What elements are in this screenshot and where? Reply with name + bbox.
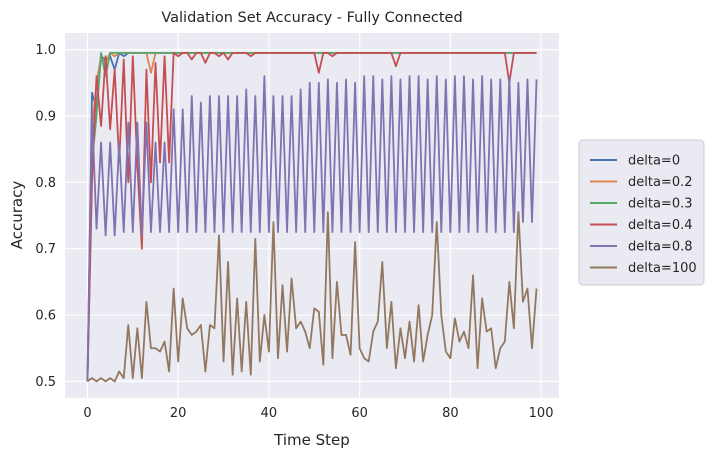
series-line-delta-0-8 bbox=[86, 75, 538, 382]
x-tick-labels: 0 20 40 60 80 100 bbox=[83, 406, 553, 421]
y-tick-label: 0.5 bbox=[35, 375, 56, 390]
x-tick-label: 80 bbox=[442, 406, 459, 421]
x-tick-label: 100 bbox=[529, 406, 554, 421]
legend: delta=0 delta=0.2 delta=0.3 delta=0.4 delta=… bbox=[578, 139, 705, 286]
x-axis-label: Time Step bbox=[273, 431, 350, 449]
legend-label: delta=100 bbox=[628, 261, 697, 276]
chart-title: Validation Set Accuracy - Fully Connecte… bbox=[161, 10, 462, 26]
x-tick-label: 0 bbox=[83, 406, 91, 421]
series-line-delta-100 bbox=[86, 211, 538, 383]
y-tick-label: 0.7 bbox=[35, 242, 56, 257]
x-tick-label: 20 bbox=[170, 406, 187, 421]
y-tick-label: 0.6 bbox=[35, 309, 56, 324]
y-tick-label: 0.8 bbox=[35, 176, 56, 191]
legend-label: delta=0.4 bbox=[628, 218, 693, 233]
legend-label: delta=0.3 bbox=[628, 197, 693, 212]
y-axis-label: Accuracy bbox=[8, 181, 26, 250]
series-line-delta-0-4 bbox=[86, 52, 537, 382]
x-tick-label: 40 bbox=[261, 406, 278, 421]
series-lines bbox=[86, 52, 538, 383]
legend-box bbox=[578, 139, 705, 286]
y-tick-labels: 0.5 0.6 0.7 0.8 0.9 1.0 bbox=[35, 43, 56, 390]
legend-label: delta=0.8 bbox=[628, 240, 693, 255]
y-tick-label: 1.0 bbox=[35, 43, 56, 58]
y-tick-label: 0.9 bbox=[35, 109, 56, 124]
legend-label: delta=0 bbox=[628, 154, 680, 169]
x-tick-label: 60 bbox=[351, 406, 368, 421]
legend-label: delta=0.2 bbox=[628, 175, 693, 190]
